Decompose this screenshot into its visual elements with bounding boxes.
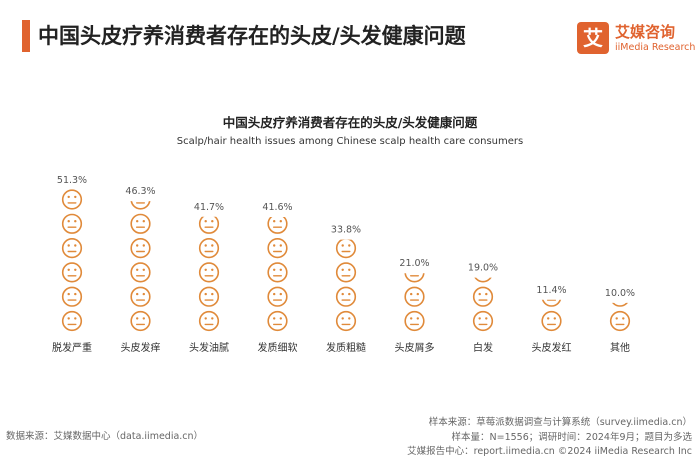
face-icon [335, 262, 357, 283]
value-label: 41.6% [262, 202, 292, 213]
face-icon [61, 213, 83, 234]
partial-face-icon [198, 216, 220, 234]
data-source: 数据来源：艾媒数据中心（data.iimedia.cn） [6, 431, 204, 442]
value-label: 51.3% [57, 175, 87, 186]
partial-face-icon [541, 299, 562, 307]
logo-name-en: iiMedia Research [615, 42, 696, 53]
face-icon [404, 286, 425, 307]
value-label: 21.0% [399, 258, 429, 269]
face-icon [404, 310, 425, 332]
face-icon [130, 262, 151, 283]
category-label: 头皮屑多 [395, 341, 435, 354]
face-icon [541, 310, 562, 332]
page-title: 中国头皮疗养消费者存在的头皮/头发健康问题 [38, 24, 466, 48]
partial-face-icon [267, 217, 288, 234]
partial-face-icon [404, 273, 425, 283]
face-icon [267, 286, 288, 307]
face-icon [267, 310, 288, 332]
value-label: 33.8% [331, 225, 361, 236]
face-icon [61, 286, 83, 307]
face-icon [130, 238, 151, 259]
face-icon [198, 238, 220, 259]
partial-face-icon [130, 201, 151, 210]
partial-face-icon [474, 277, 492, 283]
face-icon [130, 310, 151, 332]
face-icon [198, 286, 220, 307]
category-label: 发质粗糙 [326, 341, 366, 354]
face-icon [198, 310, 220, 332]
value-label: 46.3% [125, 186, 155, 197]
face-icon [472, 310, 494, 332]
category-label: 头皮发红 [532, 341, 572, 354]
value-label: 41.7% [194, 202, 224, 213]
value-label: 19.0% [468, 263, 498, 274]
face-icon [198, 262, 220, 283]
face-icon [130, 213, 151, 234]
logo-icon: 艾 [577, 22, 609, 54]
category-label: 头皮发痒 [121, 341, 161, 354]
logo-name-cn: 艾媒咨询 [615, 23, 676, 41]
face-icon [61, 262, 83, 283]
report-center: 艾媒报告中心：report.iimedia.cn ©2024 iiMedia R… [407, 446, 692, 457]
face-icon [335, 310, 357, 332]
partial-face-icon [335, 239, 357, 259]
face-icon [61, 189, 83, 210]
sample-size: 样本量：N=1556；调研时间：2024年9月；题目为多选 [451, 432, 692, 443]
face-icon [267, 262, 288, 283]
category-label: 白发 [473, 341, 493, 354]
category-label: 其他 [610, 341, 630, 354]
title-accent-bar [22, 20, 30, 52]
value-label: 10.0% [605, 288, 635, 299]
value-label: 11.4% [536, 285, 566, 296]
brand-logo: 艾 艾媒咨询 iiMedia Research [577, 22, 695, 56]
category-label: 脱发严重 [52, 341, 92, 354]
face-icon [609, 310, 631, 332]
sample-source: 样本来源：草莓派数据调查与计算系统（survey.iimedia.cn） [428, 417, 692, 428]
chart-title: 中国头皮疗养消费者存在的头皮/头发健康问题 [222, 115, 478, 130]
face-icon [335, 286, 357, 307]
face-icon [61, 238, 83, 259]
face-icon [130, 286, 151, 307]
category-label: 头发油腻 [189, 341, 229, 354]
category-label: 发质细软 [258, 341, 298, 354]
chart-subtitle: Scalp/hair health issues among Chinese s… [176, 136, 524, 147]
face-icon [267, 238, 288, 259]
face-icon [61, 310, 83, 332]
partial-face-icon [611, 302, 629, 307]
face-icon [472, 286, 494, 307]
